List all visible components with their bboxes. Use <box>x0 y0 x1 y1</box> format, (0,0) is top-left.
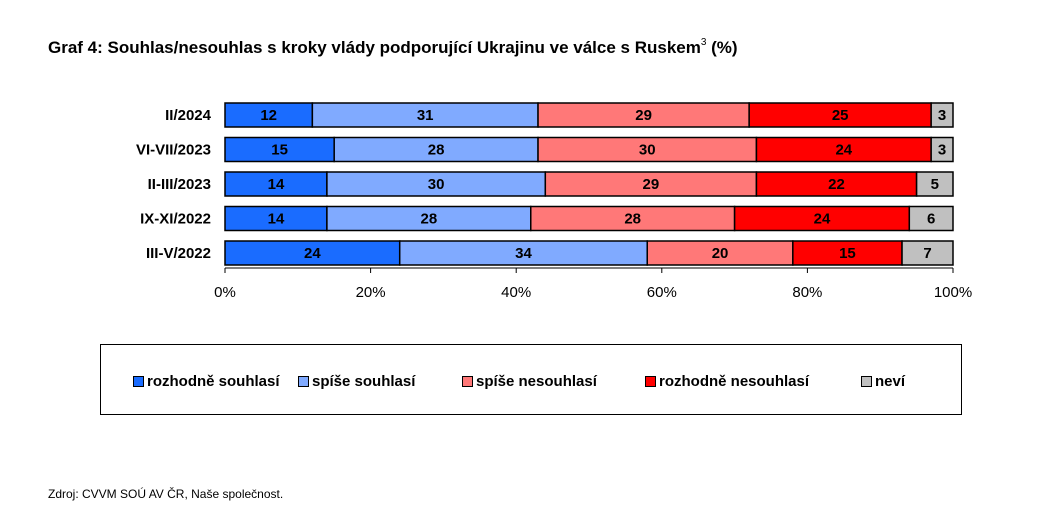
bar-segment <box>311 102 539 128</box>
bar-segment <box>930 102 954 128</box>
bar-value-label: 7 <box>923 245 931 262</box>
bar-value-label: 29 <box>635 107 652 124</box>
legend-label: rozhodně nesouhlasí <box>659 373 810 390</box>
bar-value-label: 14 <box>268 176 285 193</box>
legend-swatch <box>462 376 473 387</box>
bar-segment <box>224 136 335 163</box>
bar-segment <box>537 136 758 163</box>
x-axis: 0% 20% 40% 60% 80% 100% <box>214 267 972 301</box>
category-labels: II/2024 VI-VII/2023 II-III/2023 IX-XI/2022 I… <box>136 107 212 262</box>
bar-value-label: 28 <box>624 211 641 228</box>
bar-value-label: 5 <box>931 176 939 193</box>
bar-value-label: 15 <box>839 245 856 262</box>
bar-segment <box>646 240 794 266</box>
category-label: IX-XI/2022 <box>140 211 211 228</box>
bar-value-label: 6 <box>927 211 935 228</box>
x-tick-label: 80% <box>792 284 822 301</box>
bar-segment <box>224 171 328 197</box>
bar-segment <box>733 205 911 232</box>
legend-label: spíše nesouhlasí <box>476 373 597 390</box>
bar-value-label: 24 <box>304 245 321 262</box>
bar-segment <box>915 171 954 197</box>
bar-segment <box>901 240 954 266</box>
bar-segment <box>755 171 918 197</box>
bar-value-label: 25 <box>832 107 849 124</box>
legend-swatch <box>298 376 309 387</box>
bar-segment <box>224 240 401 266</box>
bar-value-label: 12 <box>260 107 277 124</box>
x-tick-label: 60% <box>647 284 677 301</box>
bar-value-label: 34 <box>515 245 532 262</box>
legend-label: spíše souhlasí <box>312 373 416 390</box>
bar-value-label: 28 <box>428 142 445 159</box>
bar-value-label: 24 <box>835 142 852 159</box>
legend-item: rozhodně nesouhlasí <box>645 373 861 390</box>
bar-segment <box>224 102 314 128</box>
legend: rozhodně souhlasí spíše souhlasí spíše nes… <box>100 344 962 415</box>
bar-value-label: 28 <box>420 211 437 228</box>
legend-label: rozhodně souhlasí <box>147 373 280 390</box>
bar-value-label: 15 <box>271 142 288 159</box>
legend-label: neví <box>875 373 906 390</box>
bar-value-label: 14 <box>268 211 285 228</box>
bar-value-label: 29 <box>643 176 660 193</box>
x-tick-label: 100% <box>934 284 972 301</box>
bar-segment <box>755 136 932 163</box>
bar-value-label: 20 <box>712 245 729 262</box>
chart-title-footnote: 3 <box>700 37 707 48</box>
stacked-bar-chart: 12 31 29 25 3 15 28 30 24 3 14 30 29 22 5 14 28 28 24 6 24 34… <box>136 102 972 301</box>
bar-value-label: 24 <box>814 211 831 228</box>
legend-item: spíše souhlasí <box>298 373 462 390</box>
legend-item: rozhodně souhlasí <box>133 373 298 390</box>
category-label: II-III/2023 <box>148 176 211 193</box>
bar-segment <box>908 205 954 232</box>
bar-value-label: 22 <box>828 176 845 193</box>
chart-title: Graf 4: Souhlas/nesouhlas s kroky vlády … <box>48 37 738 58</box>
bar-segment <box>930 136 954 163</box>
legend-swatch <box>645 376 656 387</box>
category-label: II/2024 <box>165 107 212 124</box>
bar-segment <box>224 205 328 232</box>
category-label: III-V/2022 <box>146 245 211 262</box>
bars-layer: 12 31 29 25 3 15 28 30 24 3 14 30 29 22 5 14 28 28 24 6 24 34… <box>224 102 954 266</box>
bar-value-label: 3 <box>938 142 946 159</box>
bar-segment <box>544 171 758 197</box>
legend-item: neví <box>861 373 921 390</box>
bar-segment <box>326 205 532 232</box>
legend-item: spíše nesouhlasí <box>462 373 645 390</box>
bar-value-label: 30 <box>639 142 656 159</box>
bar-segment <box>537 102 750 128</box>
bar-segment <box>333 136 539 163</box>
legend-items: rozhodně souhlasí spíše souhlasí spíše nes… <box>133 373 921 390</box>
x-tick-label: 20% <box>356 284 386 301</box>
bar-value-label: 30 <box>428 176 445 193</box>
chart-title-suffix: (%) <box>706 38 738 57</box>
source-note: Zdroj: CVVM SOÚ AV ČR, Naše společnost. <box>48 487 284 501</box>
bar-value-label: 3 <box>938 107 946 124</box>
legend-swatch <box>861 376 872 387</box>
bar-segment <box>792 240 903 266</box>
bar-segment <box>530 205 736 232</box>
bar-value-label: 31 <box>417 107 434 124</box>
chart-title-text: Graf 4: Souhlas/nesouhlas s kroky vlády … <box>48 38 701 57</box>
legend-swatch <box>133 376 144 387</box>
category-label: VI-VII/2023 <box>136 142 211 159</box>
x-tick-label: 0% <box>214 284 236 301</box>
x-tick-label: 40% <box>501 284 531 301</box>
